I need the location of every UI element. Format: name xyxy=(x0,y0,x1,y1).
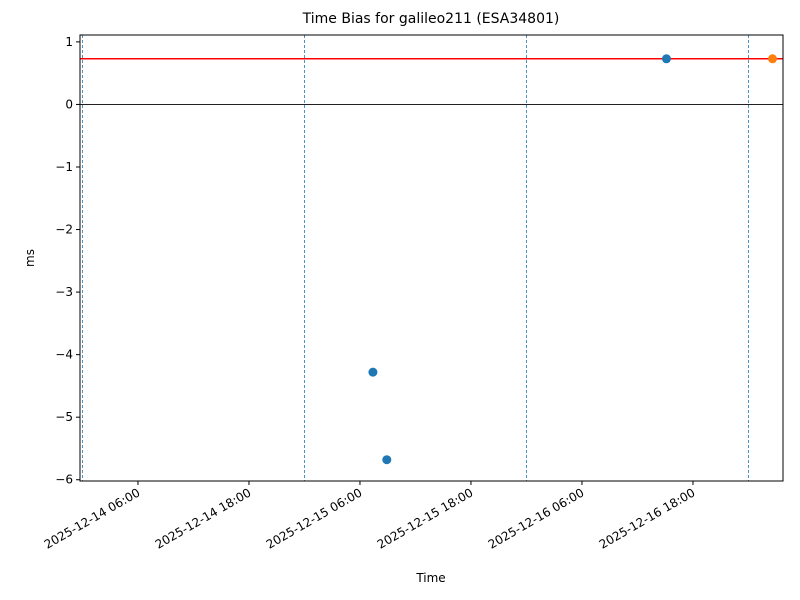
y-tick-label: −5 xyxy=(55,410,73,424)
x-tick-label: 2025-12-16 18:00 xyxy=(597,485,698,551)
chart-title: Time Bias for galileo211 (ESA34801) xyxy=(302,11,560,27)
y-tick-label: −6 xyxy=(55,473,73,487)
y-tick-label: 0 xyxy=(65,97,73,111)
x-tick-label: 2025-12-15 18:00 xyxy=(375,485,476,551)
y-tick-label: −3 xyxy=(55,285,73,299)
y-tick-label: 1 xyxy=(65,35,73,49)
y-axis-label: ms xyxy=(23,249,37,267)
y-tick-label: −1 xyxy=(55,160,73,174)
x-tick-label: 2025-12-14 18:00 xyxy=(153,485,254,551)
x-tick-label: 2025-12-14 06:00 xyxy=(42,485,143,551)
data-point xyxy=(382,455,392,465)
data-point xyxy=(768,54,778,64)
x-tick-label: 2025-12-16 06:00 xyxy=(486,485,587,551)
data-point xyxy=(368,367,378,377)
plot-frame xyxy=(79,34,784,482)
y-tick-label: −2 xyxy=(55,223,73,237)
x-tick-label: 2025-12-15 06:00 xyxy=(264,485,365,551)
data-point xyxy=(661,54,671,64)
y-tick-label: −4 xyxy=(55,348,73,362)
x-axis-label: Time xyxy=(415,571,445,585)
